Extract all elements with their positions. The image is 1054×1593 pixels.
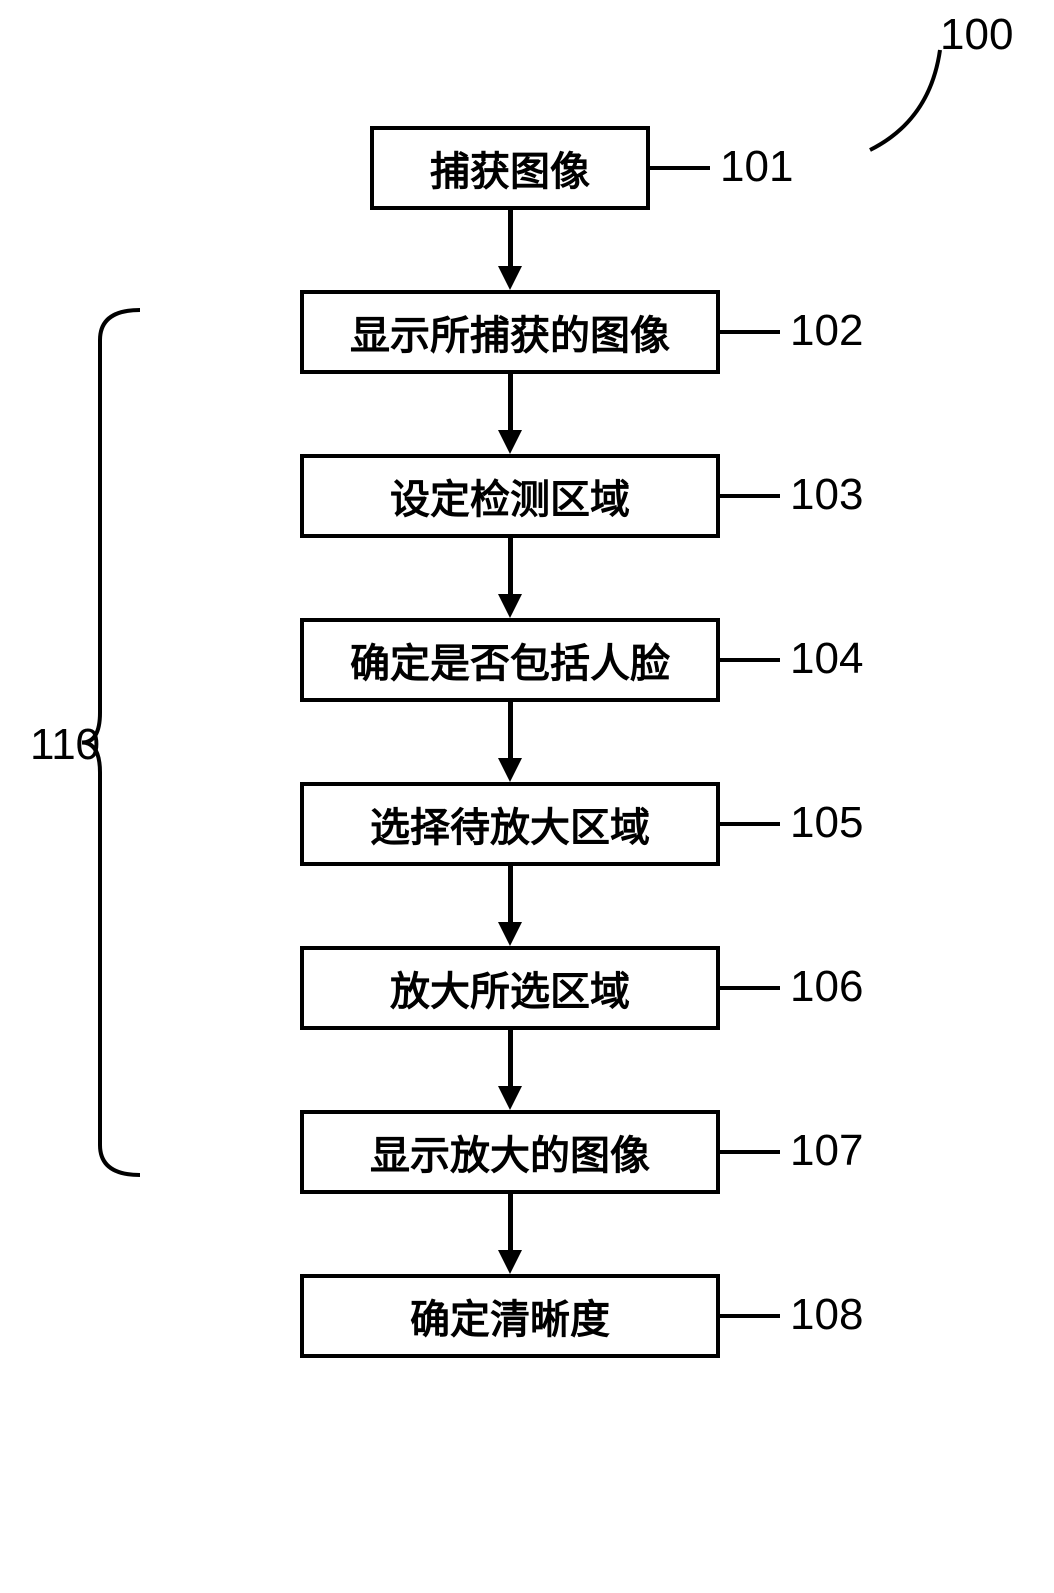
node-label-106: 106	[790, 962, 863, 1012]
flow-node-n4: 确定是否包括人脸	[300, 618, 720, 702]
arrow-head-icon	[498, 1250, 522, 1274]
node-label-103: 103	[790, 470, 863, 520]
arrow-head-icon	[498, 758, 522, 782]
arrow-shaft	[508, 1030, 513, 1088]
group-label: 110	[30, 720, 100, 770]
node-label-104: 104	[790, 634, 863, 684]
label-connector	[720, 494, 780, 498]
flow-node-n8: 确定清晰度	[300, 1274, 720, 1358]
arrow-head-icon	[498, 1086, 522, 1110]
flow-node-text: 显示放大的图像	[370, 1123, 650, 1181]
arrow-shaft	[508, 1194, 513, 1252]
arrow-shaft	[508, 866, 513, 924]
figure-label: 100	[940, 10, 1013, 60]
label-connector	[720, 330, 780, 334]
flow-node-text: 确定清晰度	[410, 1287, 610, 1345]
flow-node-n7: 显示放大的图像	[300, 1110, 720, 1194]
arrow-shaft	[508, 538, 513, 596]
label-connector	[650, 166, 710, 170]
node-label-102: 102	[790, 306, 863, 356]
flow-node-text: 显示所捕获的图像	[350, 303, 670, 361]
arrow-head-icon	[498, 266, 522, 290]
label-connector	[720, 1314, 780, 1318]
arrow-head-icon	[498, 594, 522, 618]
label-connector	[720, 822, 780, 826]
flow-node-text: 设定检测区域	[390, 467, 630, 525]
label-connector	[720, 986, 780, 990]
arrow-head-icon	[498, 922, 522, 946]
label-connector	[720, 1150, 780, 1154]
node-label-108: 108	[790, 1290, 863, 1340]
flow-node-n2: 显示所捕获的图像	[300, 290, 720, 374]
flow-node-text: 选择待放大区域	[370, 795, 650, 853]
node-label-105: 105	[790, 798, 863, 848]
node-label-101: 101	[720, 142, 793, 192]
flow-node-text: 确定是否包括人脸	[350, 631, 670, 689]
flow-node-text: 放大所选区域	[390, 959, 630, 1017]
flow-node-n3: 设定检测区域	[300, 454, 720, 538]
arrow-shaft	[508, 210, 513, 268]
arrow-shaft	[508, 702, 513, 760]
flow-node-text: 捕获图像	[430, 139, 590, 197]
arrow-shaft	[508, 374, 513, 432]
flow-node-n5: 选择待放大区域	[300, 782, 720, 866]
flow-node-n6: 放大所选区域	[300, 946, 720, 1030]
label-connector	[720, 658, 780, 662]
arrow-head-icon	[498, 430, 522, 454]
flowchart-canvas: 100 110 捕获图像 101 显示所捕获的图像 102 设定检测区域 103 确定是否包…	[0, 0, 1054, 1593]
node-label-107: 107	[790, 1126, 863, 1176]
flow-node-n1: 捕获图像	[370, 126, 650, 210]
